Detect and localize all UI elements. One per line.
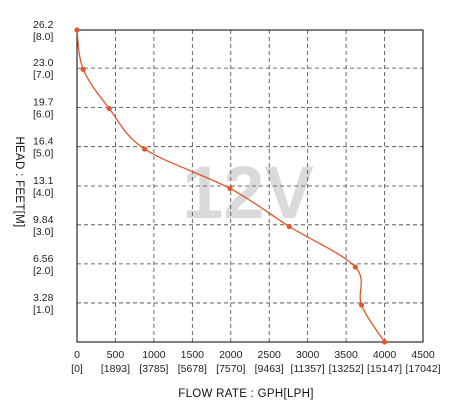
- plot-frame: [76, 29, 424, 343]
- grid-lines: [77, 30, 423, 342]
- x-tick-sublabel: [11357]: [291, 363, 325, 375]
- x-axis-label: FLOW RATE : GPH[LPH]: [178, 388, 314, 400]
- x-tick-label: 2500: [258, 349, 282, 361]
- x-tick-sublabel: [1893]: [101, 363, 130, 375]
- y-tick-label: 6.56: [33, 253, 54, 265]
- x-tick-label: 1500: [181, 349, 205, 361]
- x-tick-sublabel: [17042]: [405, 363, 440, 375]
- data-point: [106, 105, 112, 112]
- y-tick-sublabel: [1.0]: [33, 304, 54, 316]
- data-point: [381, 339, 388, 345]
- y-tick-sublabel: [5.0]: [33, 148, 54, 160]
- y-tick-sublabel: [7.0]: [33, 69, 54, 81]
- y-tick-label: 19.7: [33, 96, 54, 108]
- x-tick-label: 0: [74, 349, 80, 361]
- x-axis-ticks: 0 [0] 500 [1893] 1000 [3785] 1500 [5678] 2000 [75…: [71, 349, 440, 375]
- data-point: [142, 146, 148, 152]
- x-tick-sublabel: [0]: [71, 363, 83, 375]
- x-tick-label: 3500: [334, 349, 358, 361]
- y-tick-sublabel: [4.0]: [33, 187, 54, 199]
- data-point: [358, 302, 365, 308]
- x-tick-label: 1000: [142, 349, 166, 361]
- data-point: [80, 66, 86, 72]
- series-points: [74, 27, 388, 345]
- data-point: [74, 27, 80, 33]
- x-tick-label: 3000: [296, 349, 320, 361]
- y-tick-sublabel: [2.0]: [33, 265, 54, 277]
- data-point: [352, 264, 358, 270]
- x-tick-sublabel: [15147]: [367, 363, 402, 375]
- y-tick-sublabel: [6.0]: [33, 108, 54, 120]
- x-tick-label: 4000: [373, 349, 397, 361]
- x-tick-label: 4500: [411, 349, 435, 361]
- x-tick-sublabel: [3785]: [139, 363, 168, 375]
- x-tick-sublabel: [5678]: [178, 363, 207, 375]
- x-tick-label: 500: [107, 349, 125, 361]
- x-tick-sublabel: [13252]: [329, 363, 364, 375]
- data-point: [286, 223, 292, 230]
- y-tick-label: 3.28: [33, 292, 54, 304]
- x-tick-sublabel: [9463]: [255, 363, 284, 375]
- y-tick-sublabel: [8.0]: [33, 31, 54, 43]
- y-tick-label: 26.2: [33, 19, 54, 31]
- x-tick-sublabel: [7570]: [216, 363, 245, 375]
- x-tick-label: 2000: [219, 349, 243, 361]
- y-tick-label: 16.4: [33, 136, 54, 148]
- y-axis-label: HEAD : FEET[M]: [13, 136, 25, 227]
- y-tick-label: 9.84: [33, 214, 54, 226]
- y-tick-label: 13.1: [33, 175, 54, 187]
- y-tick-label: 23.0: [33, 57, 54, 69]
- y-tick-sublabel: [3.0]: [33, 226, 54, 238]
- y-axis-ticks: 26.2[8.0] 23.0[7.0] 19.7[6.0] 16.4[5.0] 13.1…: [33, 19, 54, 316]
- data-point: [227, 185, 233, 191]
- watermark-text: 12V: [182, 151, 314, 234]
